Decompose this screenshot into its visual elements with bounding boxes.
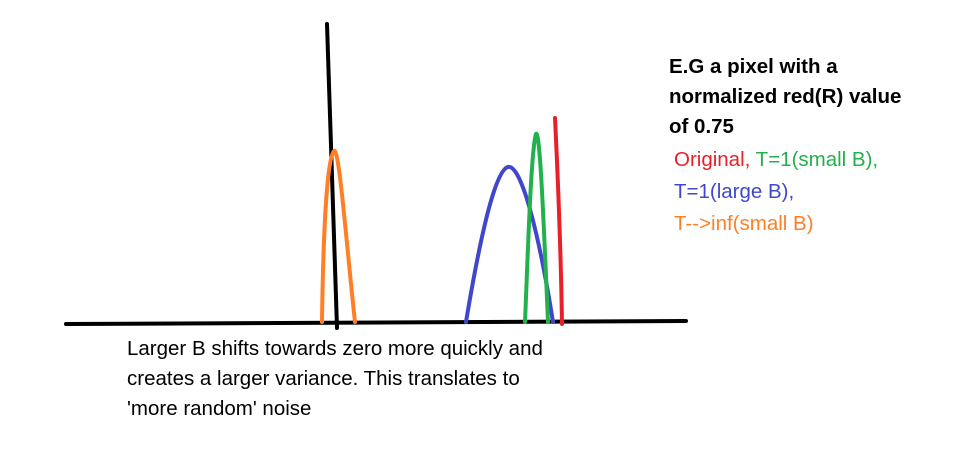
caption-text: Larger B shifts towards zero more quickl…	[127, 334, 647, 424]
caption-line-3: 'more random' noise	[127, 397, 312, 420]
curve-tinf-small-b	[320, 148, 357, 324]
curve-t1-large-b	[464, 165, 555, 324]
caption-line-2: creates a larger variance. This translat…	[127, 367, 520, 390]
heading-text: E.G a pixel with a normalized red(R) val…	[669, 52, 959, 142]
legend-row-3: T-->inf(small B)	[674, 208, 964, 240]
legend-tinf-small-b: T-->inf(small B)	[674, 212, 814, 235]
legend-t1-small-b: T=1(small B),	[755, 148, 879, 171]
heading-line-1: E.G a pixel with a	[669, 55, 838, 78]
vertical-axis	[325, 22, 339, 330]
legend-original: Original,	[674, 148, 751, 171]
heading-line-2: normalized red(R) value	[669, 85, 902, 108]
curve-t1-small-b	[523, 131, 550, 324]
legend-row-1: Original, T=1(small B),	[674, 144, 964, 176]
caption-line-1: Larger B shifts towards zero more quickl…	[127, 337, 543, 360]
heading-line-3: of 0.75	[669, 115, 734, 138]
legend-t1-large-b: T=1(large B),	[674, 180, 795, 203]
legend: Original, T=1(small B), T=1(large B), T-…	[674, 144, 964, 240]
line-original	[553, 116, 564, 326]
legend-row-2: T=1(large B),	[674, 176, 964, 208]
horizontal-axis	[64, 319, 688, 326]
